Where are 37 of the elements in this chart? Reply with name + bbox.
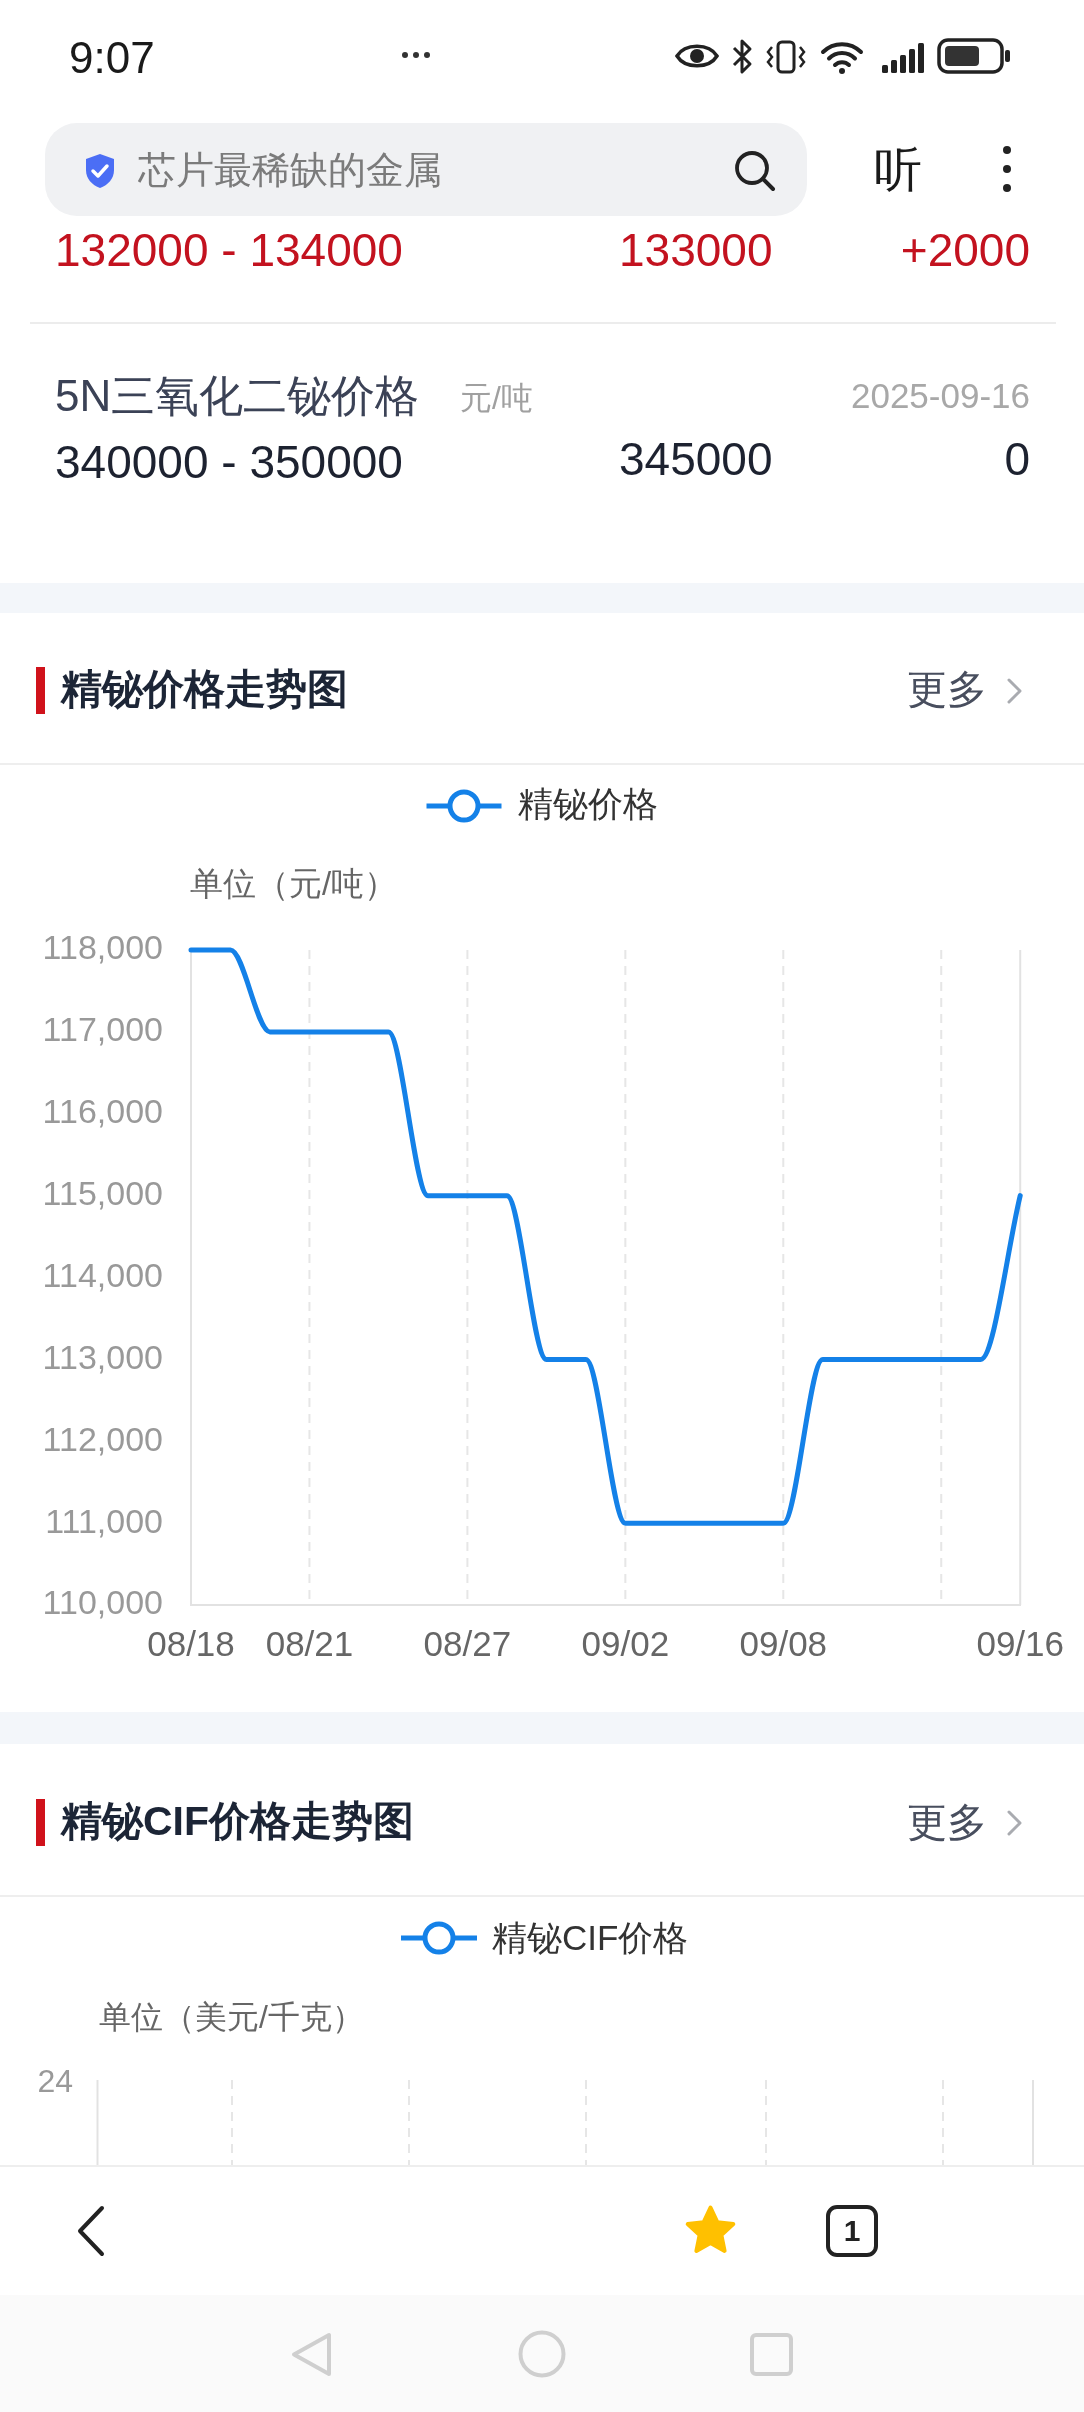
text: 单位（美元/千克） (99, 1997, 364, 2036)
text: 340000 - 350000 (55, 435, 403, 491)
text: 133000 (619, 223, 773, 279)
y-tick-label: 114,000 (42, 1255, 163, 1294)
text: 345000 (619, 432, 773, 488)
y-tick-label: 116,000 (42, 1092, 163, 1131)
x-tick-label: 09/08 (739, 1623, 828, 1663)
text: 更多 (907, 1799, 987, 1846)
text: 听 (874, 142, 922, 199)
x-tick-label: 08/27 (423, 1623, 512, 1663)
text: 芯片最稀缺的金属 (138, 148, 442, 194)
y-tick-label: 118,000 (42, 928, 163, 967)
y-tick-label: 111,000 (45, 1501, 163, 1540)
text: 1 (843, 2213, 861, 2249)
text: 更多 (907, 666, 987, 713)
text: 24 (37, 2061, 73, 2100)
y-axis-title: 单位（元/吨） (190, 865, 398, 903)
text: 2025-09-16 (850, 375, 1030, 417)
y-tick-label: 110,000 (42, 1583, 163, 1622)
text: 精铋CIF价格 (492, 1917, 689, 1959)
x-tick-label: 08/18 (147, 1623, 235, 1663)
text: 精铋CIF价格走势图 (61, 1797, 415, 1847)
text: 9:07 (69, 31, 155, 84)
y-tick-label: 113,000 (42, 1337, 163, 1376)
x-tick-label: 09/16 (976, 1623, 1064, 1663)
x-tick-label: 09/02 (581, 1623, 670, 1663)
y-tick-label: 115,000 (42, 1174, 163, 1212)
text: 0 (1004, 432, 1030, 488)
y-tick-label: 117,000 (42, 1010, 163, 1049)
text: 132000 - 134000 (55, 223, 403, 279)
text: 元/吨 (460, 378, 533, 417)
y-tick-label: 112,000 (42, 1419, 163, 1458)
x-tick-label: 08/21 (265, 1623, 354, 1663)
chart-title: 精铋价格走势图 (61, 665, 348, 715)
legend-label: 精铋价格 (517, 783, 658, 823)
text: +2000 (900, 223, 1030, 279)
text: 5N三氧化二铋价格 (55, 369, 420, 422)
